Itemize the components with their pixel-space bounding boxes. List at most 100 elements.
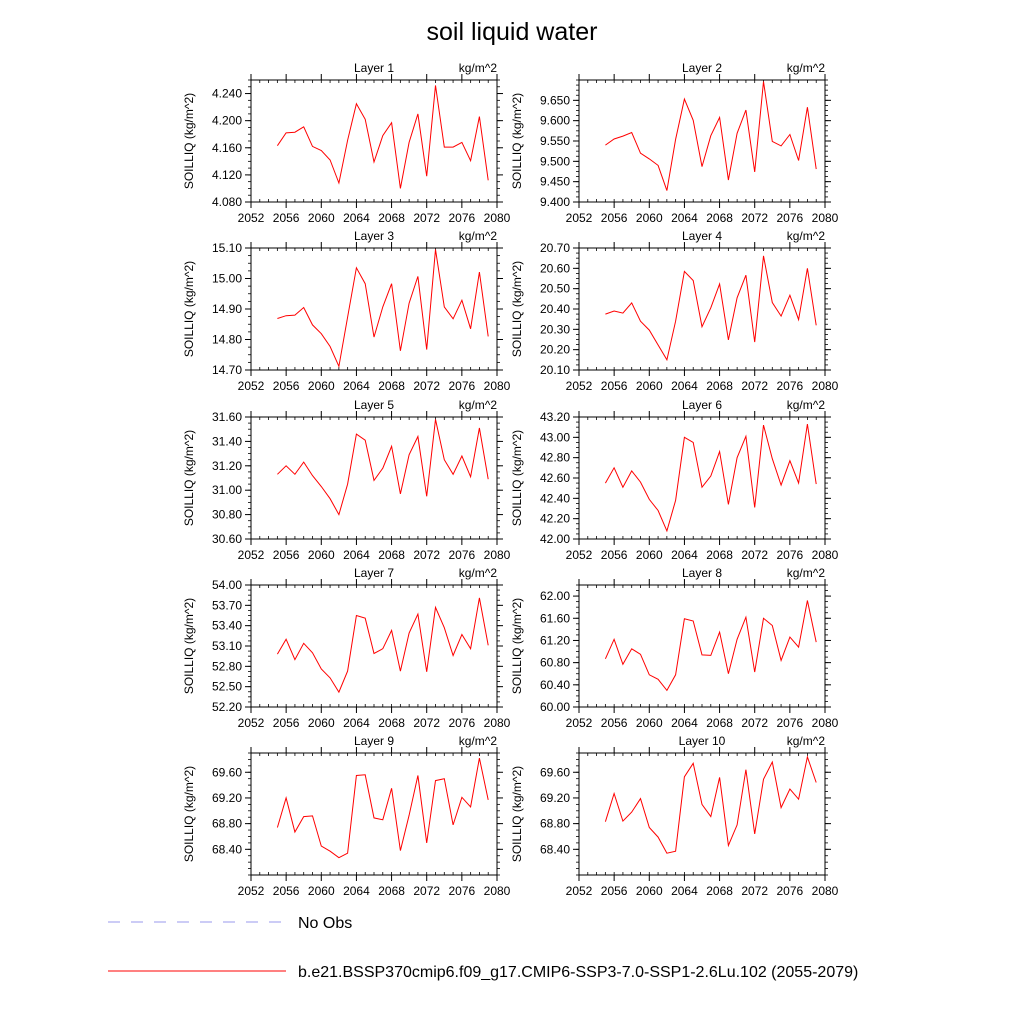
series-line	[276, 757, 489, 859]
x-tick-label: 2068	[378, 884, 405, 898]
series-line	[604, 424, 817, 533]
x-tick-label: 2080	[812, 379, 839, 393]
x-tick-label: 2056	[601, 548, 628, 562]
x-tick-label: 2064	[343, 716, 370, 730]
x-tick-label: 2064	[343, 548, 370, 562]
panel-units: kg/m^2	[787, 229, 826, 243]
y-tick-label: 60.80	[540, 656, 570, 670]
x-tick-label: 2068	[378, 548, 405, 562]
x-tick-label: 2052	[238, 716, 265, 730]
x-tick-label: 2072	[413, 379, 440, 393]
y-tick-label: 20.60	[540, 261, 570, 275]
x-tick-label: 2060	[636, 884, 663, 898]
x-tick-label: 2072	[413, 548, 440, 562]
y-tick-label: 20.10	[540, 363, 570, 377]
y-tick-label: 20.50	[540, 282, 570, 296]
panel-units: kg/m^2	[459, 734, 498, 748]
y-tick-label: 52.20	[212, 700, 242, 714]
panel-units: kg/m^2	[459, 229, 498, 243]
y-axis-label: SOILLIQ (kg/m^2)	[182, 93, 196, 189]
x-tick-label: 2080	[484, 211, 511, 225]
y-axis-label: SOILLIQ (kg/m^2)	[182, 261, 196, 357]
x-tick-label: 2080	[812, 884, 839, 898]
y-tick-label: 9.650	[540, 93, 570, 107]
y-tick-label: 9.550	[540, 134, 570, 148]
panel-layer-5: 2052 2056 2060 2064 2068 2072 2076 2080 30.60 30.…	[182, 398, 511, 562]
y-tick-label: 42.80	[540, 451, 570, 465]
y-tick-label: 9.500	[540, 154, 570, 168]
y-tick-label: 15.10	[212, 241, 242, 255]
panel-layer-10: 2052 2056 2060 2064 2068 2072 2076 2080 68.40 68.…	[510, 734, 839, 898]
x-tick-label: 2076	[449, 884, 476, 898]
series-line	[277, 419, 489, 516]
x-tick-label: 2080	[812, 211, 839, 225]
x-tick-label: 2068	[378, 379, 405, 393]
y-axis-label: SOILLIQ (kg/m^2)	[510, 93, 524, 189]
x-tick-label: 2052	[238, 884, 265, 898]
x-tick-label: 2056	[601, 716, 628, 730]
y-tick-label: 69.20	[212, 791, 242, 805]
y-tick-label: 31.40	[212, 434, 242, 448]
y-tick-label: 31.60	[212, 410, 242, 424]
series-line	[605, 81, 817, 191]
x-tick-label: 2072	[741, 211, 768, 225]
x-tick-label: 2052	[238, 379, 265, 393]
x-tick-label: 2060	[308, 211, 335, 225]
y-tick-label: 53.40	[212, 619, 242, 633]
x-tick-label: 2064	[671, 379, 698, 393]
y-tick-label: 20.20	[540, 343, 570, 357]
x-tick-label: 2080	[484, 716, 511, 730]
panels: 2052 2056 2060 2064 2068 2072 2076 2080 4.080 4.1…	[182, 61, 839, 898]
y-tick-label: 4.080	[212, 195, 242, 209]
panel-title: Layer 1	[354, 61, 394, 75]
x-tick-label: 2076	[777, 716, 804, 730]
x-tick-label: 2060	[636, 211, 663, 225]
y-axis-label: SOILLIQ (kg/m^2)	[510, 430, 524, 526]
y-axis-label: SOILLIQ (kg/m^2)	[182, 598, 196, 694]
y-tick-label: 42.00	[540, 532, 570, 546]
panel-title: Layer 4	[682, 229, 722, 243]
x-tick-label: 2076	[449, 211, 476, 225]
y-tick-label: 9.450	[540, 175, 570, 189]
series-line	[276, 597, 489, 694]
panel-units: kg/m^2	[787, 734, 826, 748]
panel-layer-7: 2052 2056 2060 2064 2068 2072 2076 2080 52.20 52.…	[182, 566, 511, 730]
x-tick-label: 2052	[566, 884, 593, 898]
x-tick-label: 2076	[449, 716, 476, 730]
plot-frame	[250, 247, 498, 371]
y-tick-label: 4.120	[212, 168, 242, 182]
y-tick-label: 42.60	[540, 471, 570, 485]
legend-label-no-obs: No Obs	[298, 915, 352, 932]
plot-frame	[250, 752, 498, 876]
plot-frame	[250, 79, 498, 203]
panel-units: kg/m^2	[787, 398, 826, 412]
x-tick-label: 2076	[777, 211, 804, 225]
x-tick-label: 2056	[273, 211, 300, 225]
x-tick-label: 2080	[812, 716, 839, 730]
y-tick-label: 15.00	[212, 272, 242, 286]
y-tick-label: 30.80	[212, 508, 242, 522]
x-tick-label: 2052	[566, 379, 593, 393]
x-tick-label: 2068	[706, 379, 733, 393]
panel-title: Layer 8	[682, 566, 722, 580]
y-axis-label: SOILLIQ (kg/m^2)	[182, 766, 196, 862]
x-tick-label: 2072	[413, 211, 440, 225]
series-line	[605, 255, 817, 362]
x-tick-label: 2080	[812, 548, 839, 562]
x-tick-label: 2072	[413, 884, 440, 898]
y-tick-label: 14.90	[212, 302, 242, 316]
x-tick-label: 2064	[671, 884, 698, 898]
x-tick-label: 2064	[671, 211, 698, 225]
y-tick-label: 69.60	[540, 765, 570, 779]
series-line	[277, 249, 489, 368]
y-tick-label: 53.70	[212, 598, 242, 612]
x-tick-label: 2072	[413, 716, 440, 730]
y-tick-label: 4.200	[212, 114, 242, 128]
y-tick-label: 52.50	[212, 680, 242, 694]
x-tick-label: 2072	[741, 379, 768, 393]
y-tick-label: 60.40	[540, 678, 570, 692]
plot-frame	[578, 416, 826, 540]
x-tick-label: 2064	[343, 884, 370, 898]
x-tick-label: 2056	[273, 548, 300, 562]
series-line	[276, 85, 489, 189]
